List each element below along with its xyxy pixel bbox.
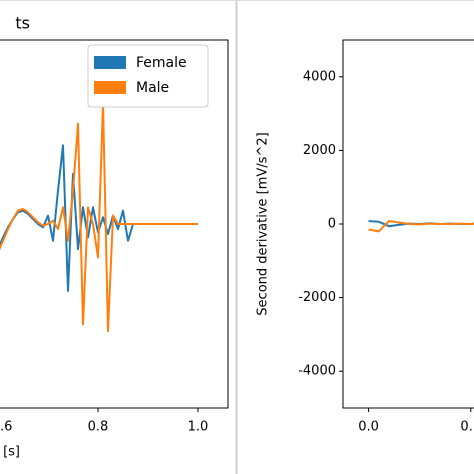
y-tick-label: 0 bbox=[328, 217, 336, 232]
legend-label: Male bbox=[136, 80, 169, 96]
legend-swatch bbox=[94, 56, 126, 69]
axes-frame bbox=[0, 39, 229, 409]
axes: .6 0.8 1.0 ts [s] Female Male bbox=[0, 14, 229, 460]
y-axis-label: Second derivative [mV/s^2] bbox=[256, 132, 271, 315]
y-tick-label: 4000 bbox=[303, 69, 336, 84]
y-tick-label: 2000 bbox=[303, 143, 336, 158]
x-tick-label: 0.0 bbox=[358, 420, 379, 435]
x-tick-label: 0.1 bbox=[460, 420, 474, 435]
chart-title: ts bbox=[15, 14, 30, 33]
x-tick-label: 1.0 bbox=[188, 420, 209, 435]
data-line bbox=[0, 102, 198, 333]
x-tick-label: 0.8 bbox=[88, 420, 109, 435]
x-tick-label: .6 bbox=[0, 420, 12, 435]
y-tick-label: -2000 bbox=[298, 290, 336, 305]
y-tick-label: -4000 bbox=[298, 364, 336, 379]
x-axis-label: [s] bbox=[3, 445, 20, 460]
legend-swatch bbox=[94, 81, 126, 94]
axes: 0.0 0.1 4000 2000 0 -2000 -4000 Second derivati… bbox=[256, 39, 474, 435]
legend-label: Female bbox=[136, 55, 187, 71]
data-line bbox=[368, 220, 474, 233]
